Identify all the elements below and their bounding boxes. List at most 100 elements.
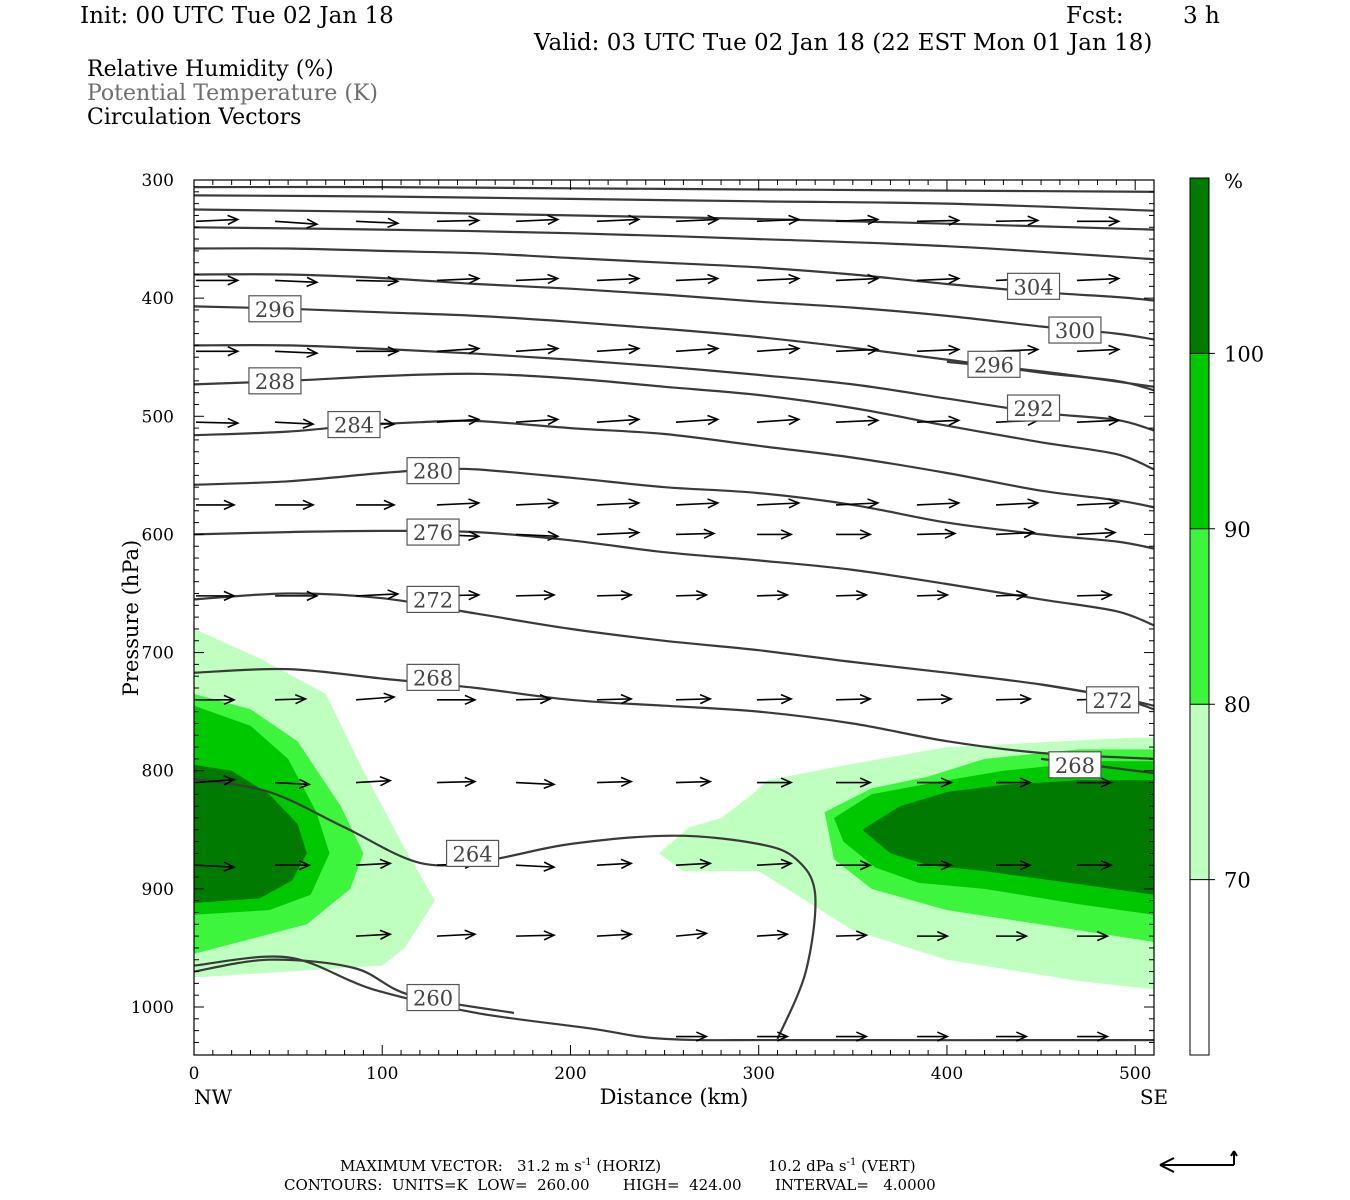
- theta-contour-296: [194, 305, 1154, 392]
- vector-head: [223, 590, 236, 602]
- vector-head: [468, 414, 481, 426]
- vector-shaft: [436, 502, 479, 506]
- vector-head: [227, 417, 240, 429]
- vector-shaft: [835, 419, 878, 423]
- vector-head: [379, 858, 393, 870]
- rh-fills: [194, 628, 1154, 990]
- theta-contour-312: [194, 208, 1154, 231]
- vector-head: [1027, 344, 1040, 356]
- vector-shaft: [515, 864, 555, 868]
- vector-head: [1108, 415, 1121, 426]
- vector-head: [306, 276, 319, 288]
- x-tick-label: 100: [366, 1064, 398, 1084]
- vector-shaft: [596, 862, 632, 867]
- vector-head: [780, 693, 794, 705]
- contour-label-box: [327, 410, 381, 439]
- vector-shaft: [1076, 502, 1119, 506]
- vector-head: [306, 218, 319, 229]
- colorbar-segment: [1190, 879, 1209, 1055]
- vector-shaft: [195, 778, 235, 784]
- vector-head: [383, 692, 396, 703]
- vector-shaft: [995, 594, 1027, 597]
- vector-shaft: [916, 502, 959, 506]
- vector-head: [543, 589, 556, 601]
- x-tick-label: 300: [742, 1064, 774, 1084]
- colorbar-level-label: 80: [1224, 693, 1251, 717]
- vector-head: [776, 1031, 790, 1042]
- vector-shaft: [835, 218, 878, 223]
- contour-label: 296: [255, 298, 295, 322]
- vector-head: [628, 214, 641, 226]
- rh-region-100: [194, 764, 307, 903]
- rh-region-100: [862, 780, 1154, 895]
- vector-head: [855, 930, 869, 941]
- contour-label: 304: [1013, 275, 1053, 299]
- vector-head: [227, 346, 240, 357]
- vector-shaft: [275, 220, 317, 225]
- vector-head: [539, 693, 553, 705]
- vector-head: [227, 275, 240, 286]
- vector-head: [944, 528, 957, 539]
- vector-head: [1027, 215, 1040, 226]
- vector-head: [707, 273, 720, 285]
- max-vector-horiz: 31.2 m s-1 (HORIZ): [517, 1157, 661, 1175]
- y-tick-label: 800: [142, 762, 174, 782]
- contour-label: 292: [1013, 397, 1053, 421]
- vector-head: [1108, 273, 1121, 285]
- vector-head: [859, 693, 873, 705]
- vector-shaft: [515, 594, 555, 597]
- vector-head: [547, 414, 560, 426]
- vector-head: [387, 346, 400, 357]
- vector-head: [1019, 777, 1033, 788]
- vector-head: [298, 778, 312, 790]
- vector-shaft: [675, 277, 718, 282]
- vector-shaft: [995, 219, 1038, 223]
- vector-shaft: [1076, 348, 1119, 353]
- vector-shaft: [275, 421, 314, 425]
- vector-shaft: [675, 347, 718, 353]
- contour-label: 260: [413, 987, 453, 1011]
- vector-head: [1096, 930, 1110, 942]
- vector-head: [788, 273, 801, 285]
- vector-shaft: [835, 277, 878, 282]
- vector-head: [936, 590, 950, 601]
- vector-shaft: [675, 780, 711, 784]
- vector-head: [936, 930, 950, 942]
- contour-label-box: [1048, 751, 1102, 779]
- vector-head: [696, 1031, 709, 1042]
- y-tick-label: 700: [142, 644, 174, 664]
- vector-shaft: [756, 862, 792, 867]
- horiz-exponent: -1: [581, 1157, 592, 1168]
- circulation-vectors: [195, 214, 1121, 1042]
- vector-head: [707, 414, 720, 426]
- vector-shaft: [675, 932, 707, 937]
- init-time: Init: 00 UTC Tue 02 Jan 18: [80, 3, 394, 29]
- vector-shaft: [675, 532, 715, 536]
- vector-head: [620, 858, 634, 870]
- vector-shaft: [916, 594, 948, 597]
- contour-label-box: [406, 663, 460, 691]
- vector-head: [628, 527, 641, 539]
- colorbar-level-label: 90: [1224, 518, 1251, 542]
- vector-shaft: [835, 934, 867, 937]
- contour-label-box: [1006, 272, 1061, 300]
- vector-head: [464, 776, 477, 788]
- vector-head: [707, 214, 720, 226]
- vector-head: [1027, 498, 1040, 509]
- vector-head: [468, 343, 481, 355]
- vector-head: [1016, 930, 1029, 942]
- vector-shaft: [436, 277, 479, 282]
- contour-label-box: [248, 295, 302, 323]
- vector-shaft: [596, 347, 639, 353]
- vert-tag: (VERT): [861, 1157, 916, 1175]
- vector-shaft: [835, 698, 871, 701]
- vector-shaft: [835, 502, 878, 506]
- forecast-label: Fcst:: [1066, 3, 1124, 29]
- contour-labels: 260 264 268 268 272 272 276 280 284 288 292 296 296 3…: [248, 272, 1140, 1012]
- vector-shaft: [835, 348, 878, 353]
- colorbar-unit: %: [1224, 169, 1243, 193]
- vector-shaft: [916, 277, 959, 282]
- vector-shaft: [596, 218, 639, 223]
- max-vector-label: MAXIMUM VECTOR:: [340, 1157, 503, 1175]
- vector-shaft: [436, 780, 475, 784]
